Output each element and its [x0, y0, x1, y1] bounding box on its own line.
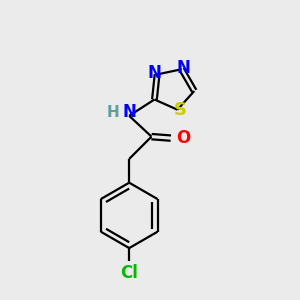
- Text: O: O: [176, 129, 190, 147]
- Text: H: H: [107, 105, 120, 120]
- Text: N: N: [122, 103, 136, 121]
- Text: S: S: [173, 101, 186, 119]
- Text: N: N: [176, 59, 190, 77]
- Text: Cl: Cl: [120, 264, 138, 282]
- Text: N: N: [148, 64, 162, 82]
